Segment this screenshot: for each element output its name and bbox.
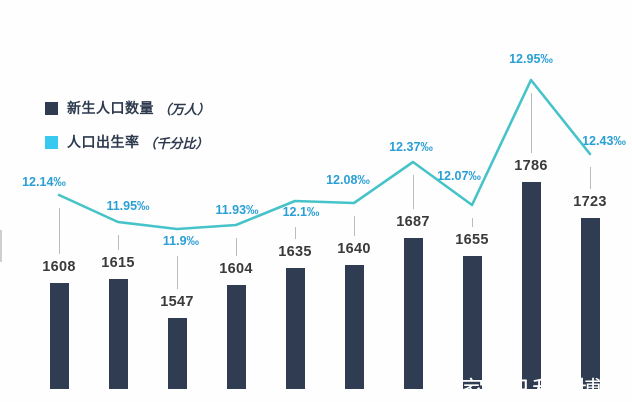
- connector-tick: [235, 238, 237, 256]
- bar-value-label: 1608: [42, 259, 76, 275]
- legend-swatch-bar-icon: [45, 101, 58, 115]
- watermark-text-fragment: 全博: [551, 377, 604, 402]
- legend-item-newborn-population: 新生人口数量 （万人）: [45, 98, 210, 118]
- bar-newborn-population: [580, 218, 600, 389]
- legend-swatch-line-icon: [45, 135, 58, 149]
- bar-value-label: 1687: [396, 214, 430, 230]
- connector-tick: [58, 208, 60, 254]
- legend-unit-birth-rate: （千分比）: [143, 135, 209, 151]
- birth-rate-value-label: 11.93‰: [215, 203, 259, 217]
- bar-value-label: 1547: [160, 294, 194, 310]
- birth-rate-value-label: 12.14‰: [22, 175, 66, 189]
- bar-newborn-population: [462, 256, 482, 389]
- bar-newborn-population: [49, 283, 69, 389]
- birth-rate-value-label: 12.08‰: [326, 173, 370, 187]
- connector-tick: [530, 93, 532, 153]
- legend-label-birth-rate: 人口出生率: [67, 134, 140, 150]
- bar-newborn-population: [285, 268, 305, 389]
- legend-unit-newborn-population: （万人）: [158, 101, 211, 117]
- connector-tick: [176, 256, 178, 289]
- left-edge-artifact: [0, 230, 2, 262]
- birth-rate-value-label: 12.95‰: [509, 52, 553, 66]
- connector-tick: [117, 235, 119, 250]
- birth-rate-value-label: 11.95‰: [106, 199, 150, 213]
- bar-newborn-population: [521, 182, 541, 389]
- bar-value-label: 1635: [278, 244, 312, 260]
- bar-value-label: 1604: [219, 261, 253, 277]
- birth-rate-value-label: 12.43‰: [582, 134, 626, 148]
- birth-rate-value-label: 11.9‰: [162, 234, 200, 248]
- watermark-text-fragment: 家: [459, 377, 486, 402]
- birth-rate-value-label: 12.1‰: [282, 205, 320, 219]
- bar-value-label: 1655: [455, 232, 489, 248]
- bar-value-label: 1615: [101, 255, 135, 271]
- birth-rate-value-label: 12.07‰: [437, 169, 481, 183]
- bar-value-label: 1640: [337, 241, 371, 257]
- bar-newborn-population: [108, 279, 128, 389]
- connector-tick: [294, 227, 296, 239]
- connector-tick: [353, 216, 355, 236]
- bar-newborn-population: [167, 318, 187, 389]
- bar-newborn-population: [344, 265, 364, 389]
- legend-item-birth-rate: 人口出生率 （千分比）: [45, 132, 209, 152]
- bar-value-label: 1723: [573, 194, 607, 210]
- legend-label-newborn-population: 新生人口数量: [67, 100, 154, 116]
- bar-value-label: 1786: [514, 158, 548, 174]
- birth-rate-value-label: 12.37‰: [389, 140, 433, 154]
- watermark-text-fragment: 日和: [506, 377, 559, 402]
- connector-tick: [589, 167, 591, 189]
- connector-tick: [471, 218, 473, 227]
- bar-newborn-population: [226, 285, 246, 389]
- connector-tick: [412, 175, 414, 209]
- bar-newborn-population: [403, 238, 423, 389]
